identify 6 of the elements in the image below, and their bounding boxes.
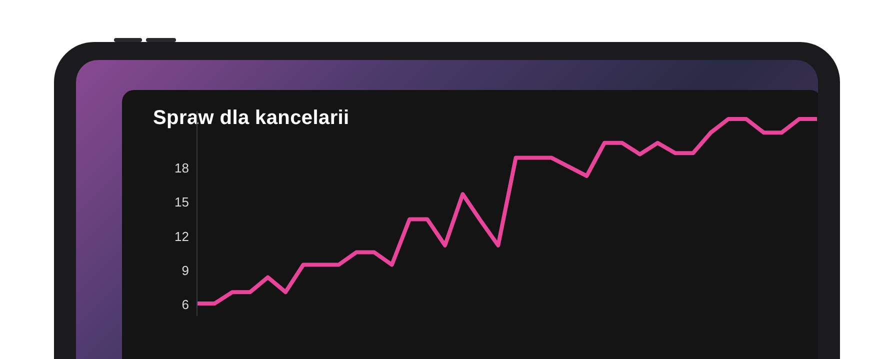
y-tick-label: 18 [174, 160, 189, 176]
y-tick-label: 12 [174, 228, 189, 244]
chart-title: Spraw dla kancelarii [153, 107, 350, 130]
y-tick-label: 6 [182, 297, 189, 312]
y-tick-label: 9 [182, 263, 189, 278]
y-tick-label: 15 [174, 194, 189, 210]
